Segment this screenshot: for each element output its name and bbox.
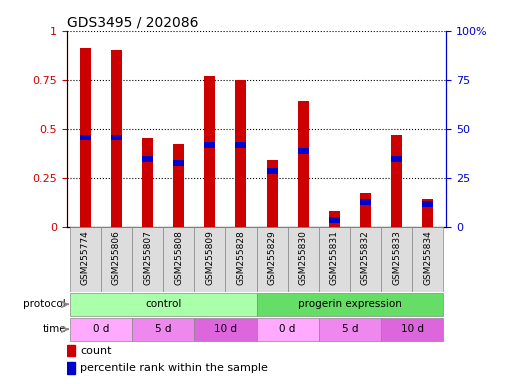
Text: 10 d: 10 d (214, 324, 237, 334)
Text: GSM255833: GSM255833 (392, 230, 401, 285)
Bar (204, 76, 215, 227)
Bar (132, 318, 194, 341)
Bar (142, 139, 153, 227)
Bar (256, 227, 288, 292)
Bar (67, 345, 75, 356)
Text: percentile rank within the sample: percentile rank within the sample (80, 363, 268, 373)
Text: GSM255830: GSM255830 (299, 230, 308, 285)
Bar (235, 142, 246, 148)
Text: GSM255828: GSM255828 (236, 230, 245, 285)
Bar (225, 227, 256, 292)
Bar (298, 101, 309, 227)
Text: protocol: protocol (23, 299, 66, 310)
Bar (360, 193, 371, 227)
Bar (381, 318, 443, 341)
Text: GSM255809: GSM255809 (205, 230, 214, 285)
Text: GSM255834: GSM255834 (423, 230, 432, 285)
Text: GSM255829: GSM255829 (268, 230, 277, 285)
Bar (80, 48, 91, 227)
Text: 0 d: 0 d (93, 324, 109, 334)
Bar (391, 156, 402, 162)
Bar (256, 318, 319, 341)
Bar (319, 318, 381, 341)
Bar (360, 199, 371, 205)
Bar (111, 50, 122, 227)
Bar (256, 293, 443, 316)
Bar (194, 227, 225, 292)
Bar (391, 134, 402, 227)
Text: time: time (43, 324, 66, 334)
Bar (70, 318, 132, 341)
Bar (70, 293, 256, 316)
Bar (422, 199, 433, 227)
Bar (111, 134, 122, 141)
Text: 5 d: 5 d (155, 324, 171, 334)
Bar (350, 227, 381, 292)
Text: control: control (145, 299, 181, 310)
Bar (173, 144, 184, 227)
Bar (235, 80, 246, 227)
Text: GSM255808: GSM255808 (174, 230, 183, 285)
Bar (422, 201, 433, 207)
Text: count: count (80, 346, 111, 356)
Text: 0 d: 0 d (280, 324, 296, 334)
Bar (329, 217, 340, 223)
Bar (132, 227, 163, 292)
Text: GSM255774: GSM255774 (81, 230, 90, 285)
Bar (204, 142, 215, 148)
Text: GDS3495 / 202086: GDS3495 / 202086 (67, 16, 198, 30)
Bar (194, 318, 256, 341)
Bar (412, 227, 443, 292)
Bar (381, 227, 412, 292)
Bar (163, 227, 194, 292)
Bar (267, 168, 278, 174)
Bar (101, 227, 132, 292)
Bar (142, 156, 153, 162)
Text: 10 d: 10 d (401, 324, 424, 334)
Text: GSM255807: GSM255807 (143, 230, 152, 285)
Bar (80, 134, 91, 141)
Bar (298, 148, 309, 154)
Text: 5 d: 5 d (342, 324, 358, 334)
Bar (319, 227, 350, 292)
Bar (70, 227, 101, 292)
Text: GSM255831: GSM255831 (330, 230, 339, 285)
Bar (267, 160, 278, 227)
Bar (173, 160, 184, 166)
Bar (329, 211, 340, 227)
Bar (67, 362, 75, 374)
Text: GSM255832: GSM255832 (361, 230, 370, 285)
Text: GSM255806: GSM255806 (112, 230, 121, 285)
Bar (288, 227, 319, 292)
Text: progerin expression: progerin expression (298, 299, 402, 310)
